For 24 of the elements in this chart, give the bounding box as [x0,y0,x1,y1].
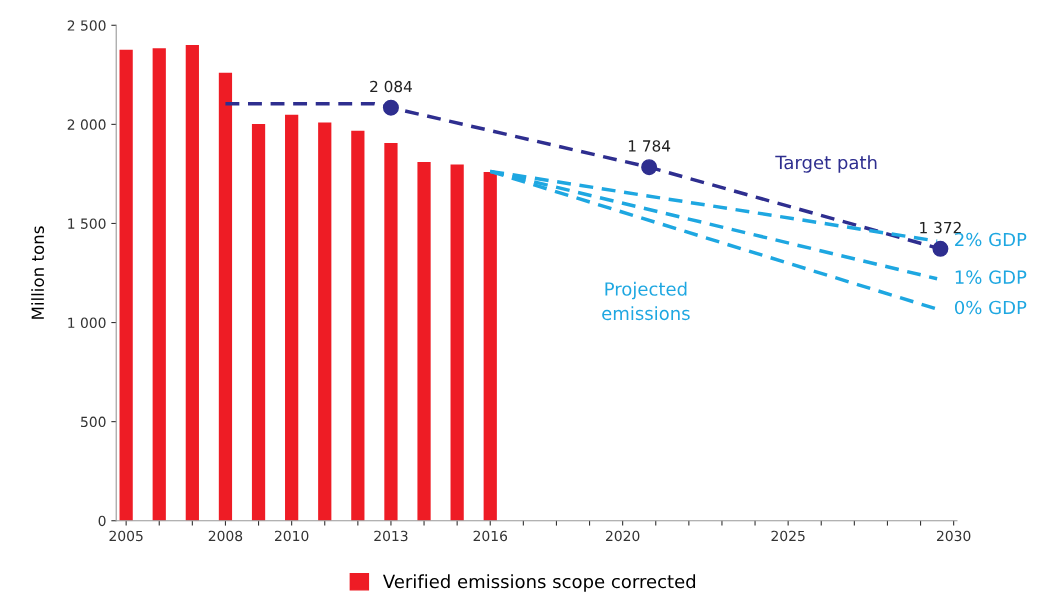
x-tick-label: 2020 [605,530,640,542]
x-tick-label: 2013 [374,530,408,542]
series-label: 1% GDP [955,270,1027,284]
legend-label: Verified emissions scope corrected [382,574,696,592]
data-label: 1 372 [920,221,961,234]
x-tick-label: 2005 [109,530,143,542]
x-tick-label: 2030 [936,530,971,542]
y-tick-label: 1 500 [68,218,106,229]
data-label: 2 084 [370,80,412,93]
y-tick-label: 2 000 [67,119,106,130]
y-tick-label: 0 [98,515,106,527]
y-tick-label: 2 500 [67,20,106,31]
x-tick-label: 2010 [274,530,309,542]
annotation: Target path [775,155,877,173]
y-tick-label: 500 [81,416,106,428]
series-label: 0% GDP [954,300,1027,315]
data-label: 1 784 [628,140,671,152]
x-tick-label: 2016 [473,530,508,542]
y-axis-title: Million tons [31,226,45,319]
x-tick-label: 2008 [208,530,243,542]
y-tick-label: 1 000 [68,317,106,329]
annotation: Projected emissions [602,281,690,321]
series-label: 2% GDP [955,232,1027,247]
x-tick-label: 2025 [771,530,805,542]
